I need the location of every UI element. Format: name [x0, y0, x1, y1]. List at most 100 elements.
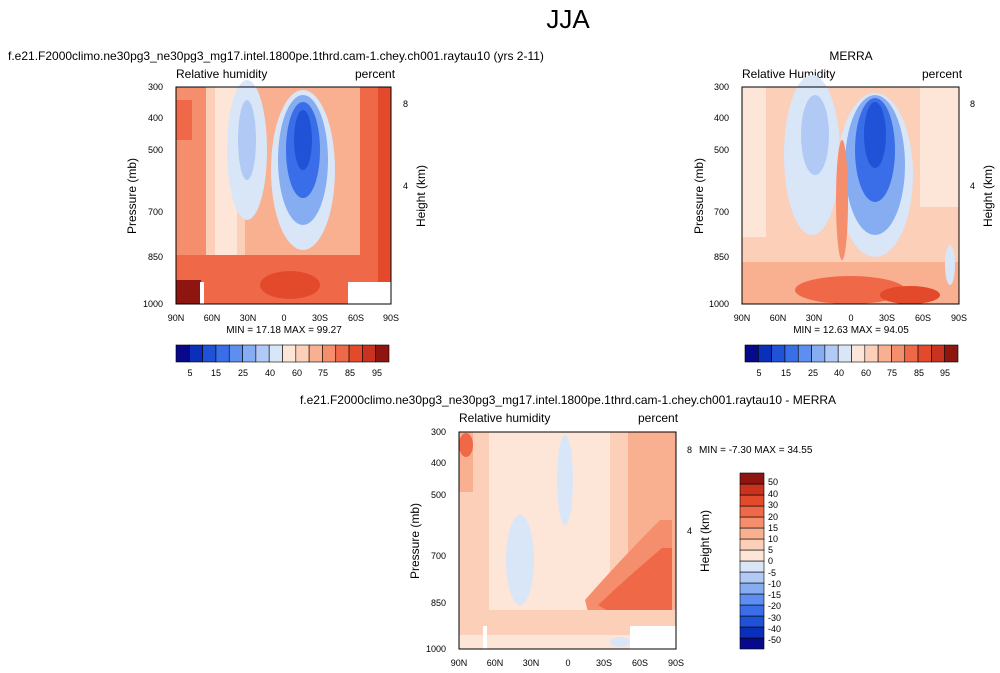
colorbar-swatch: [739, 582, 765, 595]
panel-merra-colorbar-label: 75: [887, 368, 897, 378]
panel-merra-height-tick: 4: [970, 181, 975, 191]
panel-difference-colorbar-label: 40: [768, 489, 778, 499]
panel-model-y-tick: 1000: [143, 299, 163, 309]
colorbar-swatch: [322, 344, 337, 363]
colorbar-swatch: [744, 344, 759, 363]
panel-difference-y-tick: 400: [431, 458, 446, 468]
panel-difference-colorbar-label: 10: [768, 534, 778, 544]
panel-merra-y-tick: 400: [714, 113, 729, 123]
colorbar-swatch: [891, 344, 906, 363]
panel-difference-colorbar-label: 50: [768, 477, 778, 487]
panel-difference-x-tick: 60N: [487, 658, 504, 668]
panel-model-field: [176, 80, 391, 304]
panel-model-colorbar-label: 75: [318, 368, 328, 378]
colorbar-swatch: [739, 560, 765, 573]
colorbar-swatch: [739, 483, 765, 496]
panel-difference-y-tick: 700: [431, 551, 446, 561]
panel-model-y-tick: 400: [148, 113, 163, 123]
panel-difference-field: [459, 432, 676, 649]
panel-model-y-axis-label: Pressure (mb): [125, 158, 139, 234]
colorbar-swatch: [242, 344, 257, 363]
panel-merra-x-tick: 90S: [951, 313, 967, 323]
panel-model-colorbar-label: 25: [238, 368, 248, 378]
panel-model-x-tick: 60N: [204, 313, 221, 323]
panel-merra-x-tick: 90N: [734, 313, 751, 323]
panel-model-height-tick: 8: [403, 99, 408, 109]
panel-difference: f.e21.F2000climo.ne30pg3_ne30pg3_mg17.in…: [300, 393, 836, 668]
colorbar-swatch: [228, 344, 243, 363]
colorbar-swatch: [739, 549, 765, 562]
panel-difference-y-tick: 500: [431, 490, 446, 500]
colorbar-swatch: [739, 637, 765, 650]
panel-model-y-tick: 300: [148, 82, 163, 92]
panel-merra-colorbar-label: 15: [781, 368, 791, 378]
panel-difference-colorbar-label: -10: [768, 579, 781, 589]
panel-merra-stats: MIN = 12.63 MAX = 94.05: [793, 325, 909, 336]
panel-model-x-tick: 0: [281, 313, 286, 323]
colorbar-swatch: [255, 344, 270, 363]
panel-model-colorbar-label: 5: [187, 368, 192, 378]
colorbar-swatch: [739, 538, 765, 551]
panel-difference-colorbar-label: 5: [768, 545, 773, 555]
panel-merra-height-tick: 8: [970, 99, 975, 109]
panel-merra-variable-label: Relative Humidity: [742, 67, 835, 81]
panel-model-height-axis-label: Height (km): [414, 165, 428, 227]
panel-model-y-tick: 500: [148, 145, 163, 155]
figure-title: JJA: [546, 4, 590, 34]
panel-merra-y-tick: 300: [714, 82, 729, 92]
colorbar-swatch: [175, 344, 190, 363]
panel-model-x-tick: 60S: [348, 313, 364, 323]
colorbar-swatch: [811, 344, 826, 363]
panel-merra-field: [742, 75, 959, 304]
colorbar-swatch: [824, 344, 839, 363]
panel-merra-y-tick: 500: [714, 145, 729, 155]
colorbar-swatch: [739, 516, 765, 529]
panel-difference-stats: MIN = -7.30 MAX = 34.55: [699, 445, 813, 456]
colorbar-swatch: [348, 344, 363, 363]
colorbar-swatch: [931, 344, 945, 363]
colorbar-swatch: [282, 344, 297, 363]
colorbar-swatch: [797, 344, 812, 363]
panel-merra-colorbar-label: 25: [808, 368, 818, 378]
panel-merra-units-label: percent: [922, 67, 963, 81]
panel-difference-x-tick: 90N: [451, 658, 468, 668]
panel-difference-colorbar-label: -40: [768, 624, 781, 634]
panel-merra-colorbar-label: 95: [940, 368, 950, 378]
panel-difference-x-tick: 60S: [632, 658, 648, 668]
colorbar-swatch: [739, 604, 765, 617]
panel-difference-colorbar-label: -15: [768, 590, 781, 600]
colorbar-swatch: [739, 615, 765, 628]
panel-difference-height-tick: 4: [687, 526, 692, 536]
panel-merra-y-tick: 700: [714, 207, 729, 217]
colorbar-swatch: [917, 344, 932, 363]
panel-model-colorbar-label: 85: [345, 368, 355, 378]
panel-difference-colorbar-label: 15: [768, 523, 778, 533]
colorbar-swatch: [739, 593, 765, 606]
colorbar-swatch: [739, 505, 765, 518]
panel-merra-x-tick: 60N: [770, 313, 787, 323]
panel-model-colorbar-label: 40: [265, 368, 275, 378]
colorbar-swatch: [758, 344, 772, 363]
colorbar-swatch: [202, 344, 217, 363]
panel-model-x-tick: 30S: [312, 313, 328, 323]
panel-difference-height-tick: 8: [687, 445, 692, 455]
panel-model-x-tick: 90N: [168, 313, 185, 323]
colorbar-swatch: [268, 344, 283, 363]
panel-merra-x-tick: 30S: [879, 313, 895, 323]
panel-difference-x-tick: 0: [565, 658, 570, 668]
panel-difference-x-tick: 30N: [523, 658, 540, 668]
panel-difference-units-label: percent: [638, 411, 679, 425]
colorbar-swatch: [739, 571, 765, 584]
colorbar-swatch: [335, 344, 350, 363]
colorbar-swatch: [837, 344, 852, 363]
panel-model-stats: MIN = 17.18 MAX = 99.27: [226, 325, 342, 336]
panel-model: f.e21.F2000climo.ne30pg3_ne30pg3_mg17.in…: [8, 49, 544, 378]
panel-model-y-tick: 700: [148, 207, 163, 217]
panel-difference-x-tick: 30S: [596, 658, 612, 668]
panel-difference-colorbar-label: -20: [768, 601, 781, 611]
panel-merra-colorbar-label: 5: [756, 368, 761, 378]
panel-model-height-tick: 4: [403, 181, 408, 191]
colorbar-swatch: [739, 527, 765, 540]
panel-merra-x-tick: 30N: [806, 313, 823, 323]
colorbar-swatch: [904, 344, 919, 363]
